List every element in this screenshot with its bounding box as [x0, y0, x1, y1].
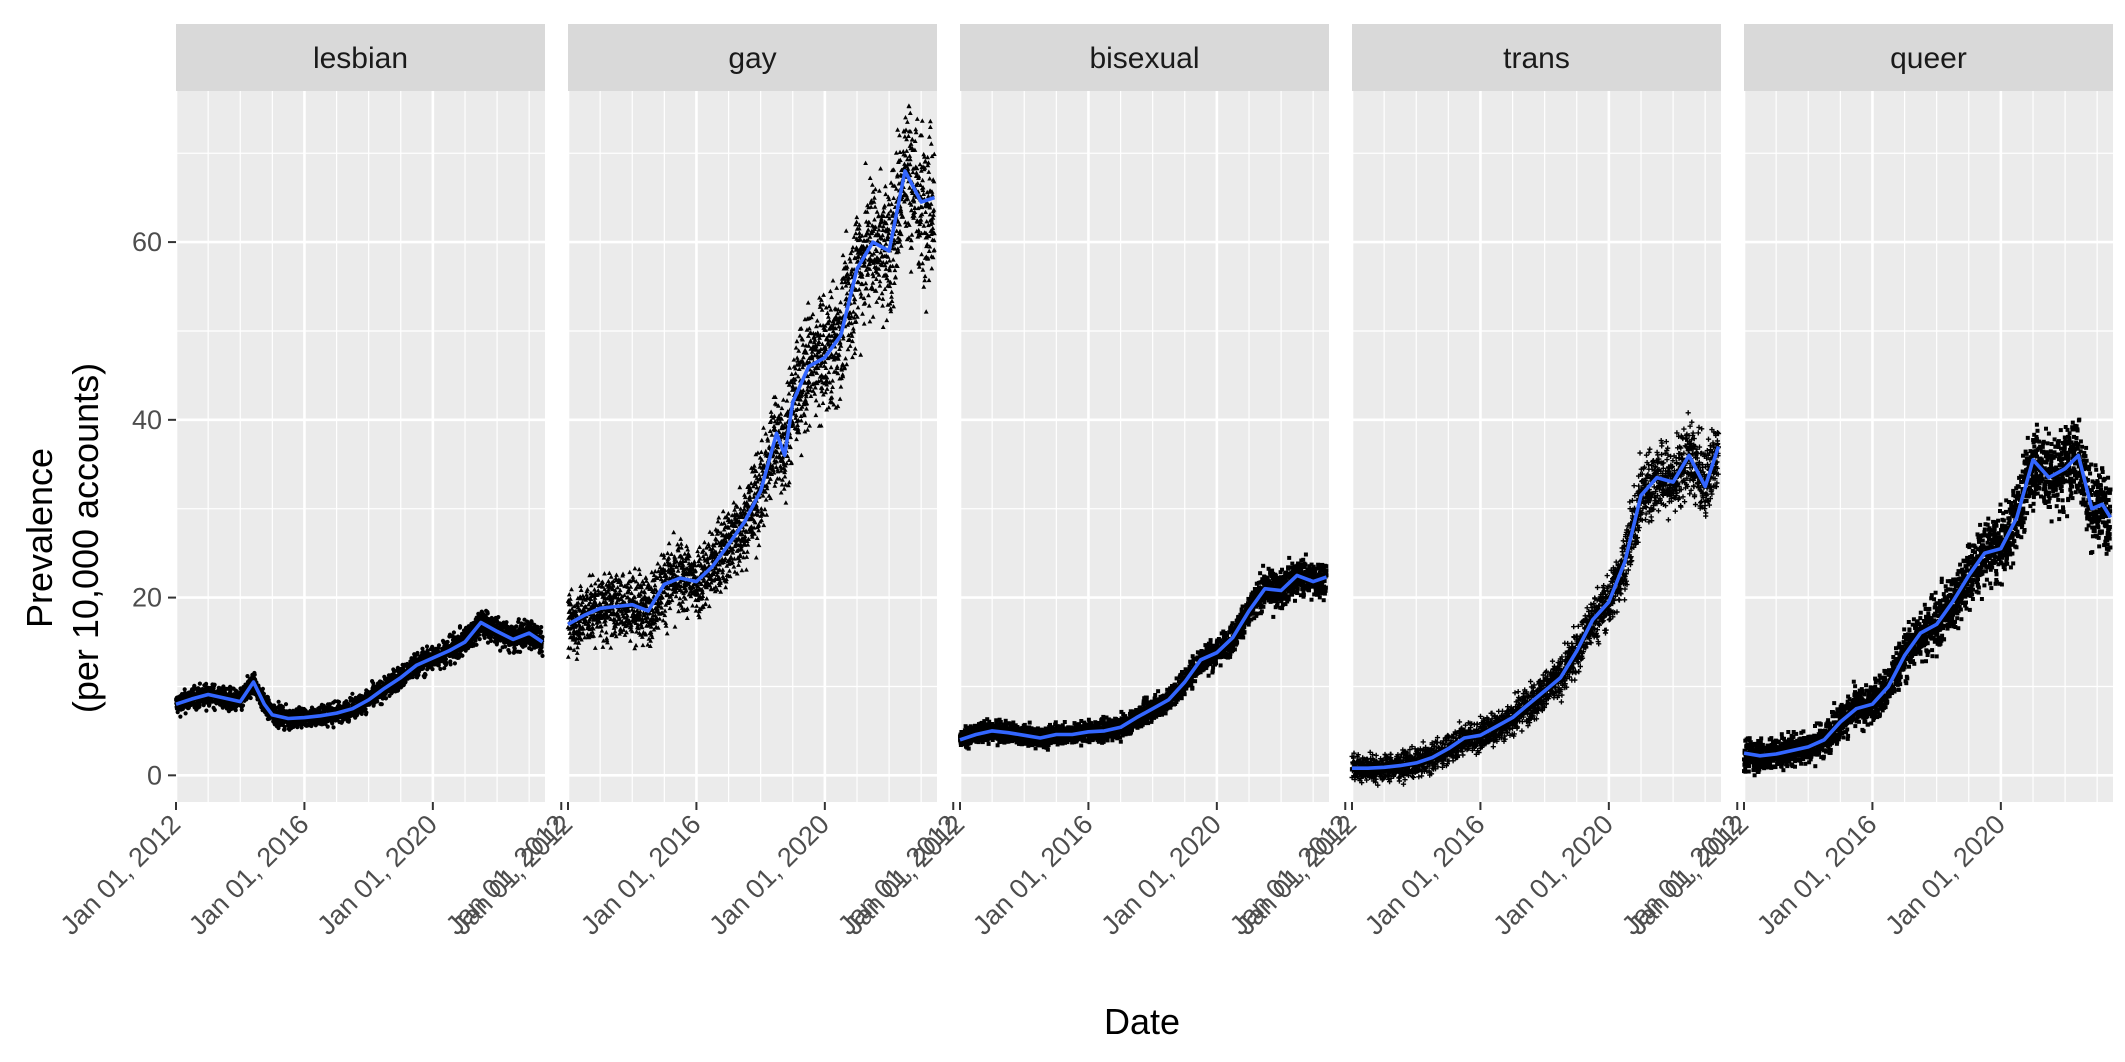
- data-point: [299, 725, 304, 730]
- data-point: [540, 634, 545, 640]
- data-point: [204, 708, 209, 713]
- data-point: [280, 705, 285, 710]
- data-point: [423, 672, 428, 678]
- data-point: [364, 710, 369, 715]
- x-tick-label: Jan 01, 2012: [55, 809, 187, 941]
- data-point: [183, 711, 188, 716]
- data-point: [325, 724, 330, 729]
- data-point: [436, 643, 442, 648]
- data-point: [539, 625, 544, 630]
- data-point: [346, 717, 352, 723]
- data-point: [445, 639, 450, 645]
- data-point: [363, 707, 368, 712]
- data-point: [485, 611, 490, 616]
- data-point: [457, 624, 463, 629]
- data-point: [415, 650, 420, 656]
- data-point: [451, 630, 456, 635]
- data-point: [330, 721, 335, 726]
- data-point: [282, 724, 287, 729]
- data-point: [248, 695, 253, 701]
- data-point: [424, 644, 430, 649]
- data-point: [539, 645, 544, 650]
- panel-bg-lesbian: [176, 91, 545, 802]
- data-point: [410, 675, 415, 680]
- data-point: [375, 699, 380, 704]
- data-point: [496, 615, 501, 620]
- data-point: [503, 644, 508, 649]
- data-point: [383, 696, 389, 701]
- data-point: [379, 702, 384, 707]
- data-point: [322, 709, 327, 714]
- data-point: [336, 699, 342, 705]
- data-point: [276, 699, 281, 704]
- strip-lesbian: [176, 24, 545, 91]
- strip-label-gay: gay: [728, 42, 776, 75]
- data-point: [538, 629, 544, 634]
- data-point: [438, 666, 443, 672]
- data-point: [204, 681, 209, 687]
- x-tick-label: Jan 01, 2020: [311, 809, 443, 941]
- data-point: [539, 649, 544, 654]
- data-point: [245, 674, 250, 679]
- data-point: [260, 686, 265, 692]
- data-point: [221, 684, 226, 689]
- data-point: [175, 710, 180, 715]
- data-point: [197, 702, 202, 707]
- data-point: [518, 649, 523, 655]
- data-point: [327, 702, 332, 707]
- data-point: [516, 617, 521, 622]
- data-point: [504, 620, 509, 625]
- x-tick-label: Jan 01, 2016: [183, 809, 315, 941]
- data-point: [540, 653, 545, 659]
- data-point: [460, 653, 465, 658]
- data-point: [489, 638, 494, 644]
- data-point: [178, 714, 183, 719]
- data-point: [212, 707, 217, 713]
- data-point: [197, 681, 202, 686]
- panel-bg-gay: [568, 91, 937, 802]
- strip-label-lesbian: lesbian: [313, 42, 408, 75]
- data-point: [240, 703, 246, 708]
- data-point: [452, 661, 457, 666]
- data-point: [474, 642, 479, 647]
- data-point: [233, 708, 238, 713]
- data-point: [182, 687, 187, 692]
- data-point: [448, 662, 453, 667]
- data-point: [350, 691, 355, 696]
- data-point: [507, 650, 512, 655]
- data-point: [283, 702, 289, 707]
- data-point: [212, 682, 217, 687]
- data-point: [444, 660, 449, 666]
- data-point: [261, 691, 266, 696]
- data-point: [477, 637, 482, 642]
- data-point: [234, 689, 239, 694]
- data-point: [331, 725, 336, 730]
- data-point: [477, 632, 482, 637]
- data-point: [252, 672, 257, 677]
- data-point: [430, 667, 435, 672]
- data-point: [443, 657, 448, 662]
